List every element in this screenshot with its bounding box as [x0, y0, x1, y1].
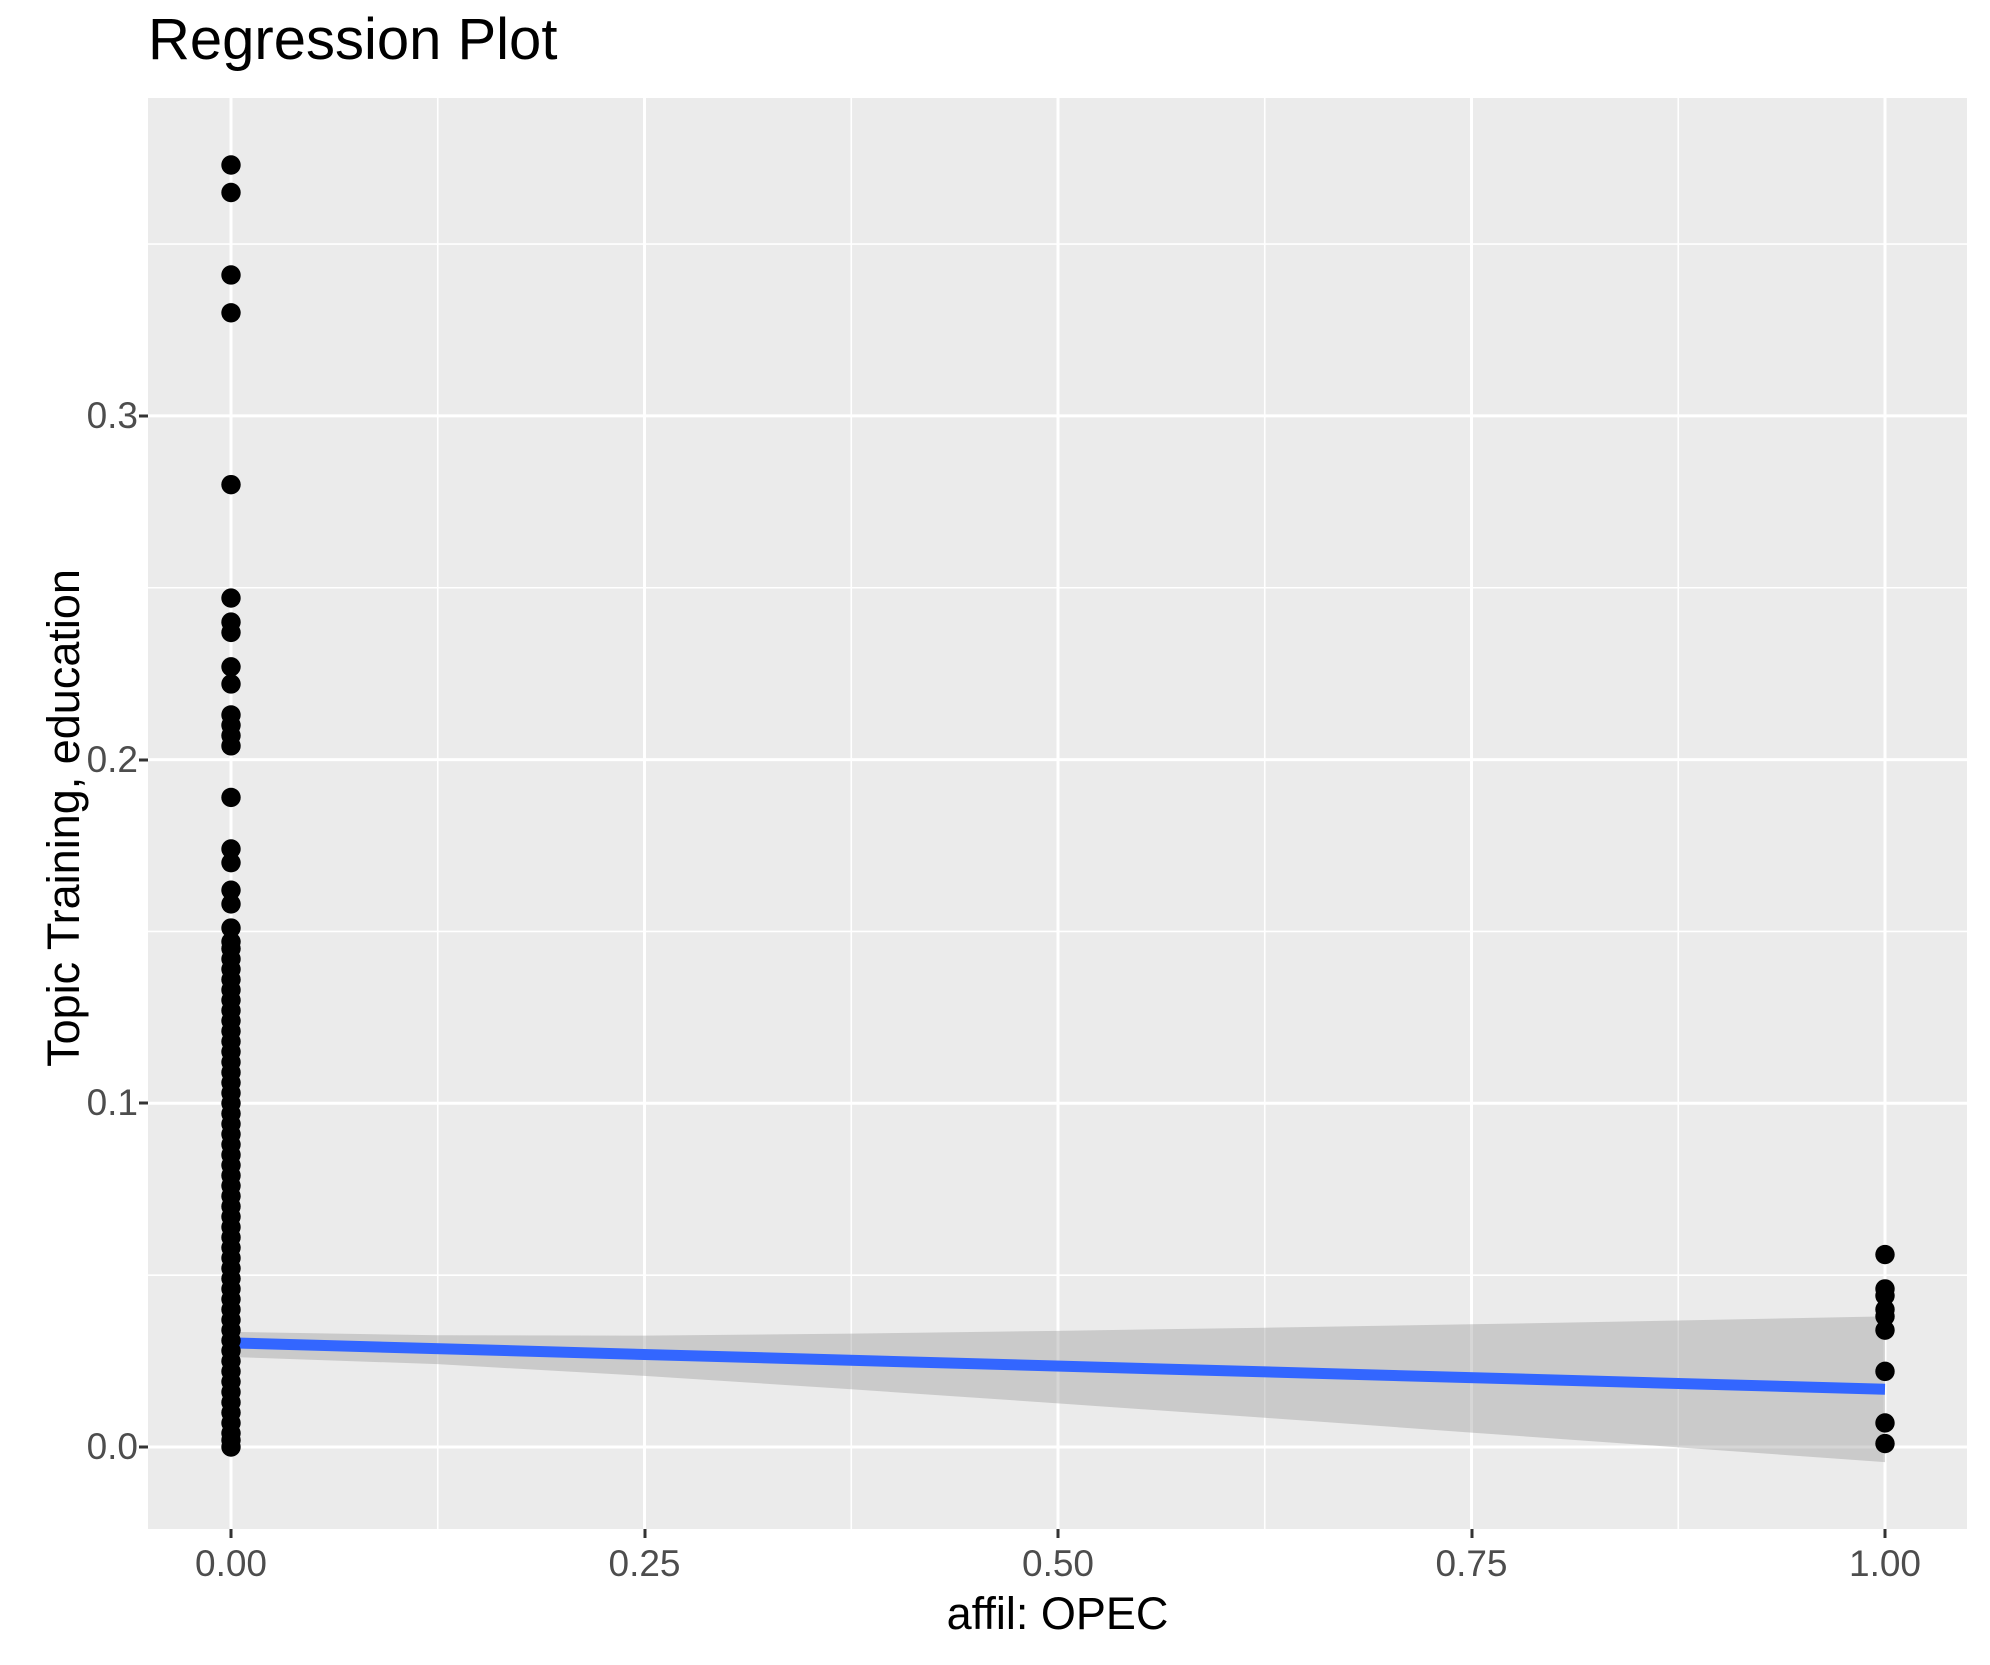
data-point	[221, 1437, 241, 1457]
y-axis-tick-mark	[139, 1101, 148, 1105]
data-point	[1875, 1320, 1895, 1340]
data-point	[221, 622, 241, 643]
plot-title: Regression Plot	[148, 7, 558, 72]
x-axis-tick-label: 1.00	[1848, 1543, 1922, 1584]
y-axis-tick-mark	[139, 758, 148, 762]
data-point	[221, 880, 241, 900]
data-point	[1875, 1433, 1895, 1454]
data-point	[221, 155, 241, 175]
x-axis-tick-mark	[1883, 1529, 1887, 1538]
x-axis-tick-label: 0.25	[608, 1543, 681, 1584]
data-point	[221, 894, 241, 914]
x-axis-tick-mark	[643, 1529, 646, 1538]
y-axis-title: Topic Training, education	[38, 569, 89, 1067]
data-point	[221, 839, 241, 859]
data-point	[221, 588, 241, 608]
data-point	[221, 674, 241, 694]
data-point	[1875, 1306, 1895, 1327]
y-axis-tick-label: 0.2	[86, 738, 138, 780]
data-point	[221, 918, 241, 938]
data-point	[221, 303, 241, 323]
x-axis-tick-label: 0.50	[1021, 1543, 1095, 1584]
data-point	[1875, 1413, 1895, 1433]
data-point	[221, 265, 241, 285]
y-axis-tick-label: 0.1	[86, 1082, 138, 1124]
x-axis-tick-mark	[1470, 1529, 1473, 1538]
data-point	[1875, 1286, 1895, 1306]
y-axis-tick-mark	[139, 414, 148, 418]
data-point	[1875, 1244, 1895, 1265]
data-point	[221, 736, 241, 756]
plot-panel	[148, 98, 1967, 1529]
data-point	[221, 853, 241, 873]
regression-line	[230, 1337, 1886, 1395]
x-axis-title: affil: OPEC	[946, 1588, 1169, 1639]
data-point	[1875, 1361, 1895, 1382]
x-axis-tick-mark	[229, 1529, 233, 1538]
x-axis-tick-label: 0.00	[194, 1543, 268, 1584]
data-point	[221, 657, 241, 677]
data-point	[221, 474, 241, 495]
y-axis-tick-label: 0.3	[86, 394, 138, 436]
x-axis-tick-mark	[1056, 1529, 1060, 1538]
data-point	[221, 787, 241, 808]
y-axis-tick-mark	[139, 1445, 148, 1449]
chart-canvas	[148, 98, 1967, 1529]
data-point	[221, 182, 241, 203]
y-axis-tick-label: 0.0	[86, 1426, 138, 1467]
x-axis-tick-label: 0.75	[1435, 1543, 1508, 1584]
